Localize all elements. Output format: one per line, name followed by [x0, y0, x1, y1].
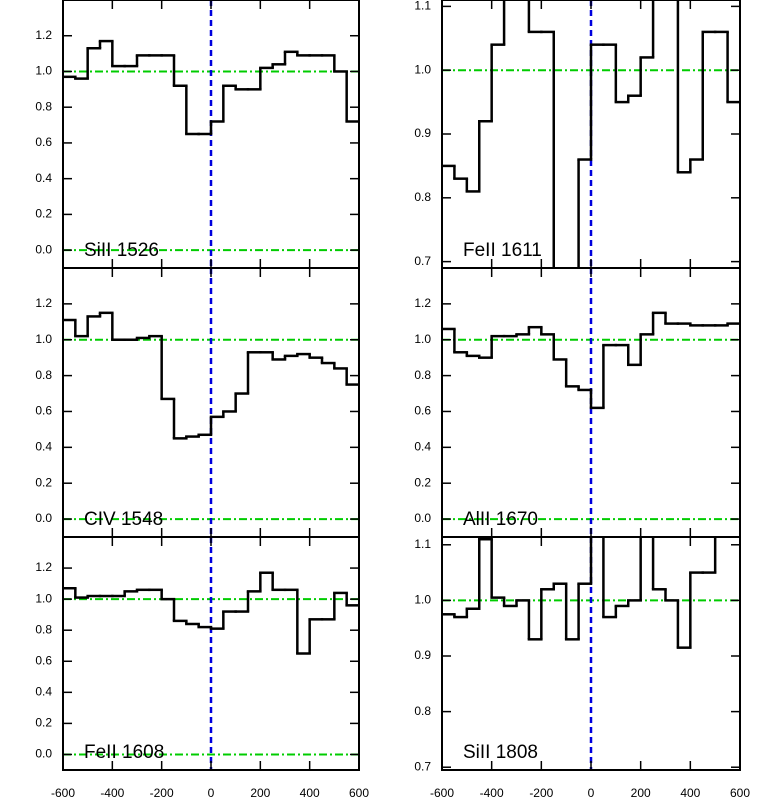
- panel: 0.0 0.2 0.4 0.6 0.8 1.0 1.2 -600 -400 -200 0 200 400…: [35, 536, 369, 800]
- x-tick-label: 400: [680, 786, 700, 800]
- panel-label: AlII 1670: [463, 509, 538, 530]
- panel-label: SiII 1808: [463, 742, 538, 763]
- y-tick-label: 1.0: [414, 593, 431, 607]
- plot-area: [63, 0, 359, 268]
- x-tick-label: -400: [100, 786, 124, 800]
- y-tick-label: 0.4: [414, 440, 431, 454]
- x-tick-label: 600: [730, 786, 750, 800]
- y-tick-label: 0.2: [35, 716, 52, 730]
- y-tick-label: 1.0: [35, 64, 52, 78]
- y-tick-label: 0.8: [414, 368, 431, 382]
- y-tick-label: 0.2: [35, 207, 52, 221]
- y-tick-label: 1.2: [35, 296, 52, 310]
- x-tick-label: -600: [51, 786, 75, 800]
- y-tick-label: 0.4: [35, 440, 52, 454]
- y-tick-label: 0.0: [35, 242, 52, 256]
- panel: 0.0 0.2 0.4 0.6 0.8 1.0 1.2 AlII 1670: [414, 267, 741, 538]
- y-tick-label: 1.1: [414, 537, 431, 551]
- y-tick-label: 0.6: [35, 404, 52, 418]
- x-tick-label: -200: [529, 786, 553, 800]
- panel: 0.0 0.2 0.4 0.6 0.8 1.0 1.2 CIV 1548: [35, 267, 360, 538]
- y-tick-label: 0.0: [414, 511, 431, 525]
- x-tick-label: 0: [208, 786, 215, 800]
- y-tick-label: 1.2: [35, 560, 52, 574]
- plot-area: [442, 268, 740, 537]
- x-tick-label: -400: [480, 786, 504, 800]
- y-tick-label: 1.1: [414, 0, 431, 13]
- y-tick-label: 0.8: [35, 99, 52, 113]
- x-tick-label: 200: [250, 786, 270, 800]
- plot-area: [63, 268, 359, 537]
- panel-label: FeII 1611: [463, 240, 542, 261]
- plot-area: [442, 0, 740, 268]
- y-tick-label: 0.0: [35, 747, 52, 761]
- y-tick-label: 0.6: [35, 653, 52, 667]
- y-tick-label: 0.7: [414, 254, 431, 268]
- panel: 0.7 0.8 0.9 1.0 1.1 FeII 1611: [414, 0, 741, 269]
- y-tick-label: 0.2: [414, 475, 431, 489]
- y-tick-label: 0.9: [414, 648, 431, 662]
- panel-label: CIV 1548: [84, 509, 163, 530]
- panel: 0.7 0.8 0.9 1.0 1.1 -600 -400 -200 0 200 400 600 SiI…: [414, 536, 750, 800]
- y-tick-label: 0.8: [35, 622, 52, 636]
- y-tick-label: 0.6: [35, 135, 52, 149]
- x-tick-label: -600: [430, 786, 454, 800]
- y-tick-label: 0.9: [414, 126, 431, 140]
- y-tick-label: 0.8: [414, 704, 431, 718]
- y-tick-label: 0.0: [35, 511, 52, 525]
- y-tick-label: 0.8: [414, 190, 431, 204]
- panel-label: FeII 1608: [84, 742, 164, 763]
- x-tick-label: -200: [150, 786, 174, 800]
- y-tick-label: 0.4: [35, 685, 52, 699]
- y-tick-label: 1.2: [414, 296, 431, 310]
- y-tick-label: 1.0: [414, 332, 431, 346]
- plot-area: [442, 537, 740, 770]
- y-tick-label: 0.7: [414, 759, 431, 773]
- x-tick-label: 600: [349, 786, 369, 800]
- y-tick-label: 0.6: [414, 404, 431, 418]
- y-tick-label: 1.2: [35, 28, 52, 42]
- y-tick-label: 0.2: [35, 475, 52, 489]
- x-tick-label: 400: [300, 786, 320, 800]
- panel-label: SiII 1526: [84, 240, 159, 261]
- x-tick-label: 200: [631, 786, 651, 800]
- y-tick-label: 1.0: [35, 591, 52, 605]
- panel: 0.0 0.2 0.4 0.6 0.8 1.0 1.2 SiII 1526: [35, 0, 360, 269]
- y-tick-label: 1.0: [414, 62, 431, 76]
- x-tick-label: 0: [588, 786, 595, 800]
- plot-area: [63, 537, 359, 770]
- y-tick-label: 1.0: [35, 332, 52, 346]
- y-tick-label: 0.8: [35, 368, 52, 382]
- y-tick-label: 0.4: [35, 171, 52, 185]
